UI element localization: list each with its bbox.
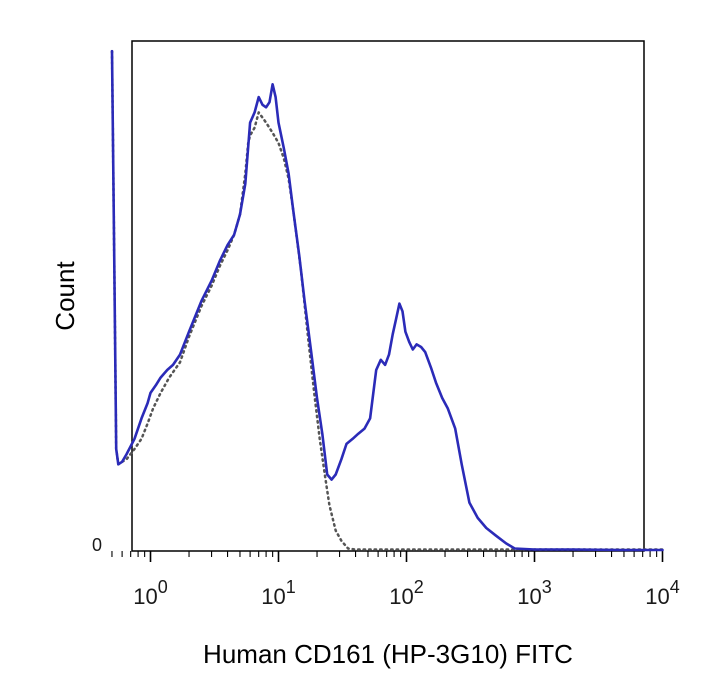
sample-histogram-line — [110, 49, 664, 552]
x-tick-label-4: 104 — [645, 577, 680, 609]
series-layer — [110, 49, 664, 552]
tick-labels: 100 101 102 103 104 — [133, 577, 680, 609]
x-tick-label-0: 100 — [133, 577, 168, 609]
plot-frame — [131, 40, 645, 552]
x-axis-title: Human CD161 (HP-3G10) FITC — [203, 639, 573, 669]
x-tick-label-2: 102 — [389, 577, 424, 609]
x-tick-label-3: 103 — [517, 577, 552, 609]
y-tick-label-0: 0 — [92, 535, 102, 555]
x-tick-label-1: 101 — [261, 577, 296, 609]
x-axis-ticks — [111, 551, 664, 562]
y-axis-title: Count — [50, 261, 80, 331]
